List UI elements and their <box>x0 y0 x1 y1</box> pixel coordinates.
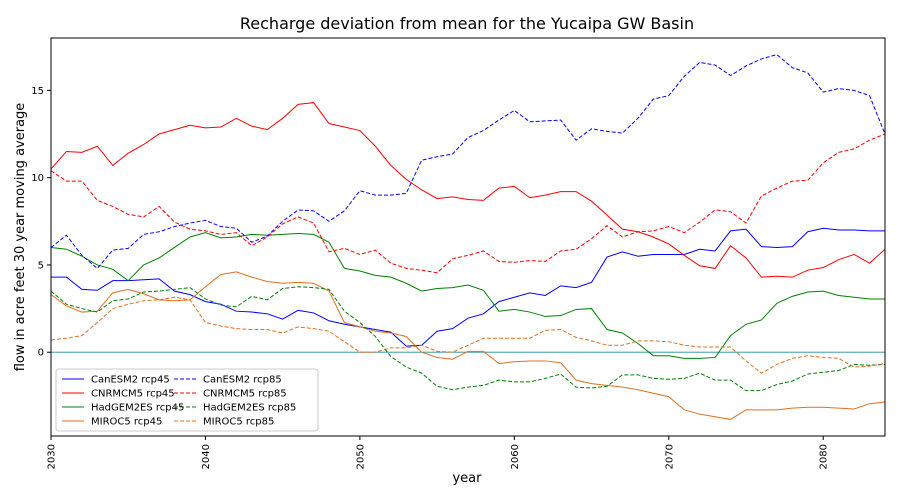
series-line-4 <box>50 54 886 270</box>
x-tick-label: 2080 <box>819 444 830 469</box>
y-tick-label: 15 <box>31 86 44 97</box>
chart-title: Recharge deviation from mean for the Yuc… <box>240 14 694 33</box>
legend-label-7: MIROC5 rcp85 <box>203 417 274 428</box>
x-tick-label: 2030 <box>47 444 58 469</box>
y-axis-label: flow in acre feet 30 year moving average <box>13 103 28 372</box>
legend-label-6: HadGEM2ES rcp85 <box>203 403 296 414</box>
series-line-2 <box>50 232 885 359</box>
series-line-5 <box>50 133 886 274</box>
y-tick-label: 0 <box>38 348 44 359</box>
legend-label-3: MIROC5 rcp45 <box>91 417 162 428</box>
series-line-1 <box>50 102 886 278</box>
legend-label-5: CNRMCM5 rcp85 <box>203 389 287 400</box>
x-tick-label: 2050 <box>355 444 366 469</box>
legend <box>55 368 319 432</box>
y-tick-label: 5 <box>38 260 44 271</box>
x-tick-label: 2060 <box>510 444 521 469</box>
legend-label-4: CanESM2 rcp85 <box>203 375 282 386</box>
series-line-0 <box>51 227 885 347</box>
legend-label-0: CanESM2 rcp45 <box>91 375 170 386</box>
x-tick-label: 2070 <box>664 444 675 469</box>
series-line-7 <box>50 296 886 374</box>
y-tick-label: 10 <box>31 173 44 184</box>
x-tick-label: 2040 <box>201 444 212 469</box>
plot-area: 2030 2040 2050 2060 2070 2080 0 5 10 15 CanESM2 rc… <box>31 37 886 469</box>
x-axis-label: year <box>452 471 482 486</box>
plot-frame <box>50 37 886 437</box>
legend-label-2: HadGEM2ES rcp45 <box>91 403 184 414</box>
legend-label-1: CNRMCM5 rcp45 <box>91 389 175 400</box>
series-line-6 <box>50 286 886 392</box>
